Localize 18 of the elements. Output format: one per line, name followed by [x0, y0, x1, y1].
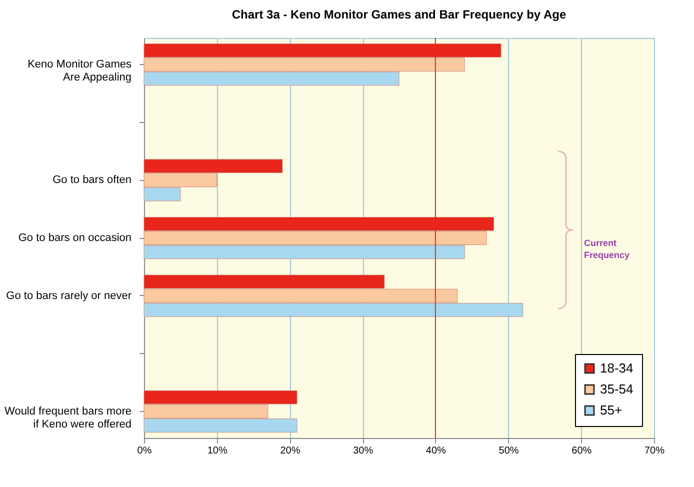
y-tick-label: Would frequent bars more if Keno were offered [4, 405, 132, 430]
y-tick-label: Go to bars on occasion [18, 232, 132, 244]
y-tick-label: Go to bars often [52, 174, 132, 186]
annotation: Current Frequency [584, 238, 630, 260]
y-tick-label: Go to bars rarely or never [6, 290, 132, 302]
x-tick-label: 10% [207, 446, 228, 456]
x-tick-label: 40% [426, 446, 446, 456]
x-tick-label: 50% [498, 446, 519, 456]
x-tick-label: 70% [644, 446, 665, 456]
x-tick-label: 30% [353, 446, 374, 456]
x-tick-label: 20% [280, 446, 300, 456]
legend-label: 18-34 [600, 360, 634, 376]
x-tick-label: 60% [572, 446, 592, 456]
x-tick-label: 0% [137, 446, 152, 456]
y-tick-label: Keno Monitor Games Are Appealing [28, 58, 132, 84]
legend-label: 55+ [600, 402, 622, 418]
chart-title: Chart 3a - Keno Monitor Games and Bar Frequency by Age [232, 8, 566, 22]
legend-label: 35-54 [600, 382, 634, 396]
